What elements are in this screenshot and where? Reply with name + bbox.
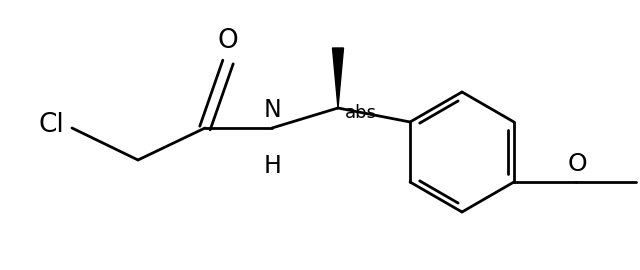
- Text: N: N: [264, 98, 282, 122]
- Polygon shape: [333, 48, 344, 108]
- Text: O: O: [218, 28, 238, 54]
- Text: Cl: Cl: [38, 112, 64, 138]
- Text: abs: abs: [345, 104, 377, 122]
- Text: O: O: [567, 152, 587, 176]
- Text: H: H: [264, 154, 282, 178]
